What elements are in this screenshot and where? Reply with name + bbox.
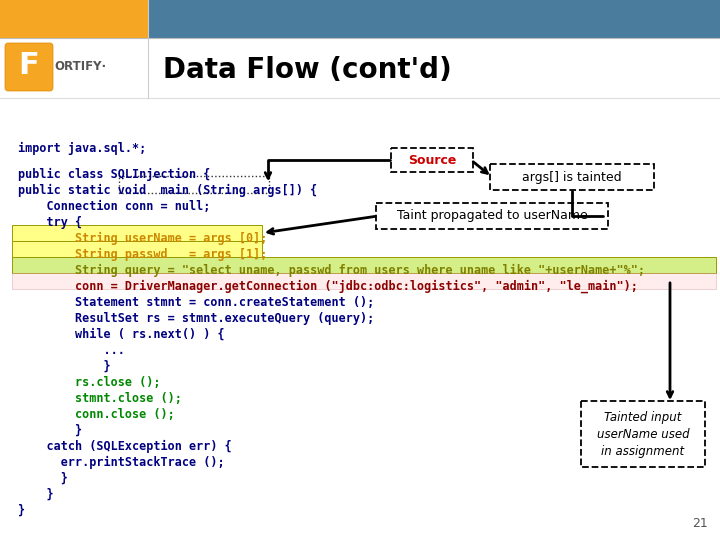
Text: }: } xyxy=(18,360,111,373)
Bar xyxy=(12,241,262,257)
Bar xyxy=(12,273,716,289)
Text: try {: try { xyxy=(18,216,82,229)
Bar xyxy=(12,225,262,241)
Text: Statement stmnt = conn.createStatement ();: Statement stmnt = conn.createStatement (… xyxy=(18,296,374,309)
Text: }: } xyxy=(18,488,53,501)
Text: ResultSet rs = stmnt.executeQuery (query);: ResultSet rs = stmnt.executeQuery (query… xyxy=(18,312,374,325)
Text: ...: ... xyxy=(18,344,125,357)
Text: String userName = args [0];: String userName = args [0]; xyxy=(18,232,267,245)
Text: public class SQLInjection {: public class SQLInjection { xyxy=(18,168,210,181)
Text: conn = DriverManager.getConnection ("jdbc:odbc:logistics", "admin", "le_main");: conn = DriverManager.getConnection ("jdb… xyxy=(18,280,638,293)
Text: F: F xyxy=(19,51,40,80)
Text: import java.sql.*;: import java.sql.*; xyxy=(18,142,146,155)
Text: stmnt.close ();: stmnt.close (); xyxy=(18,392,182,405)
Text: String query = "select uname, passwd from users where uname like "+userName+"%";: String query = "select uname, passwd fro… xyxy=(18,264,645,277)
Bar xyxy=(0,98,720,540)
Bar xyxy=(148,0,720,38)
Text: args[] is tainted: args[] is tainted xyxy=(522,171,622,184)
Text: Data Flow (cont'd): Data Flow (cont'd) xyxy=(163,56,451,84)
Text: public static void  main (String args[]) {: public static void main (String args[]) … xyxy=(18,184,318,197)
Text: while ( rs.next() ) {: while ( rs.next() ) { xyxy=(18,328,225,341)
FancyBboxPatch shape xyxy=(581,401,705,467)
Text: ORTIFY·: ORTIFY· xyxy=(54,60,106,73)
FancyBboxPatch shape xyxy=(490,164,654,190)
Text: Tainted input
userName used
in assignment: Tainted input userName used in assignmen… xyxy=(597,410,689,457)
Text: }: } xyxy=(18,504,25,517)
Text: rs.close ();: rs.close (); xyxy=(18,376,161,389)
Text: String passwd   = args [1];: String passwd = args [1]; xyxy=(18,248,267,261)
Bar xyxy=(0,38,720,98)
FancyBboxPatch shape xyxy=(391,148,473,172)
Bar xyxy=(12,257,716,273)
Bar xyxy=(0,0,148,38)
Text: }: } xyxy=(18,472,68,485)
Text: Source: Source xyxy=(408,153,456,166)
FancyBboxPatch shape xyxy=(376,203,608,229)
Text: err.printStackTrace ();: err.printStackTrace (); xyxy=(18,456,225,469)
Text: catch (SQLException err) {: catch (SQLException err) { xyxy=(18,440,232,453)
FancyBboxPatch shape xyxy=(5,43,53,91)
Text: }: } xyxy=(18,424,82,437)
Text: conn.close ();: conn.close (); xyxy=(18,408,175,421)
Bar xyxy=(0,38,720,98)
Text: 21: 21 xyxy=(692,517,708,530)
Text: Connection conn = null;: Connection conn = null; xyxy=(18,200,210,213)
Text: Taint propagated to userName: Taint propagated to userName xyxy=(397,210,588,222)
